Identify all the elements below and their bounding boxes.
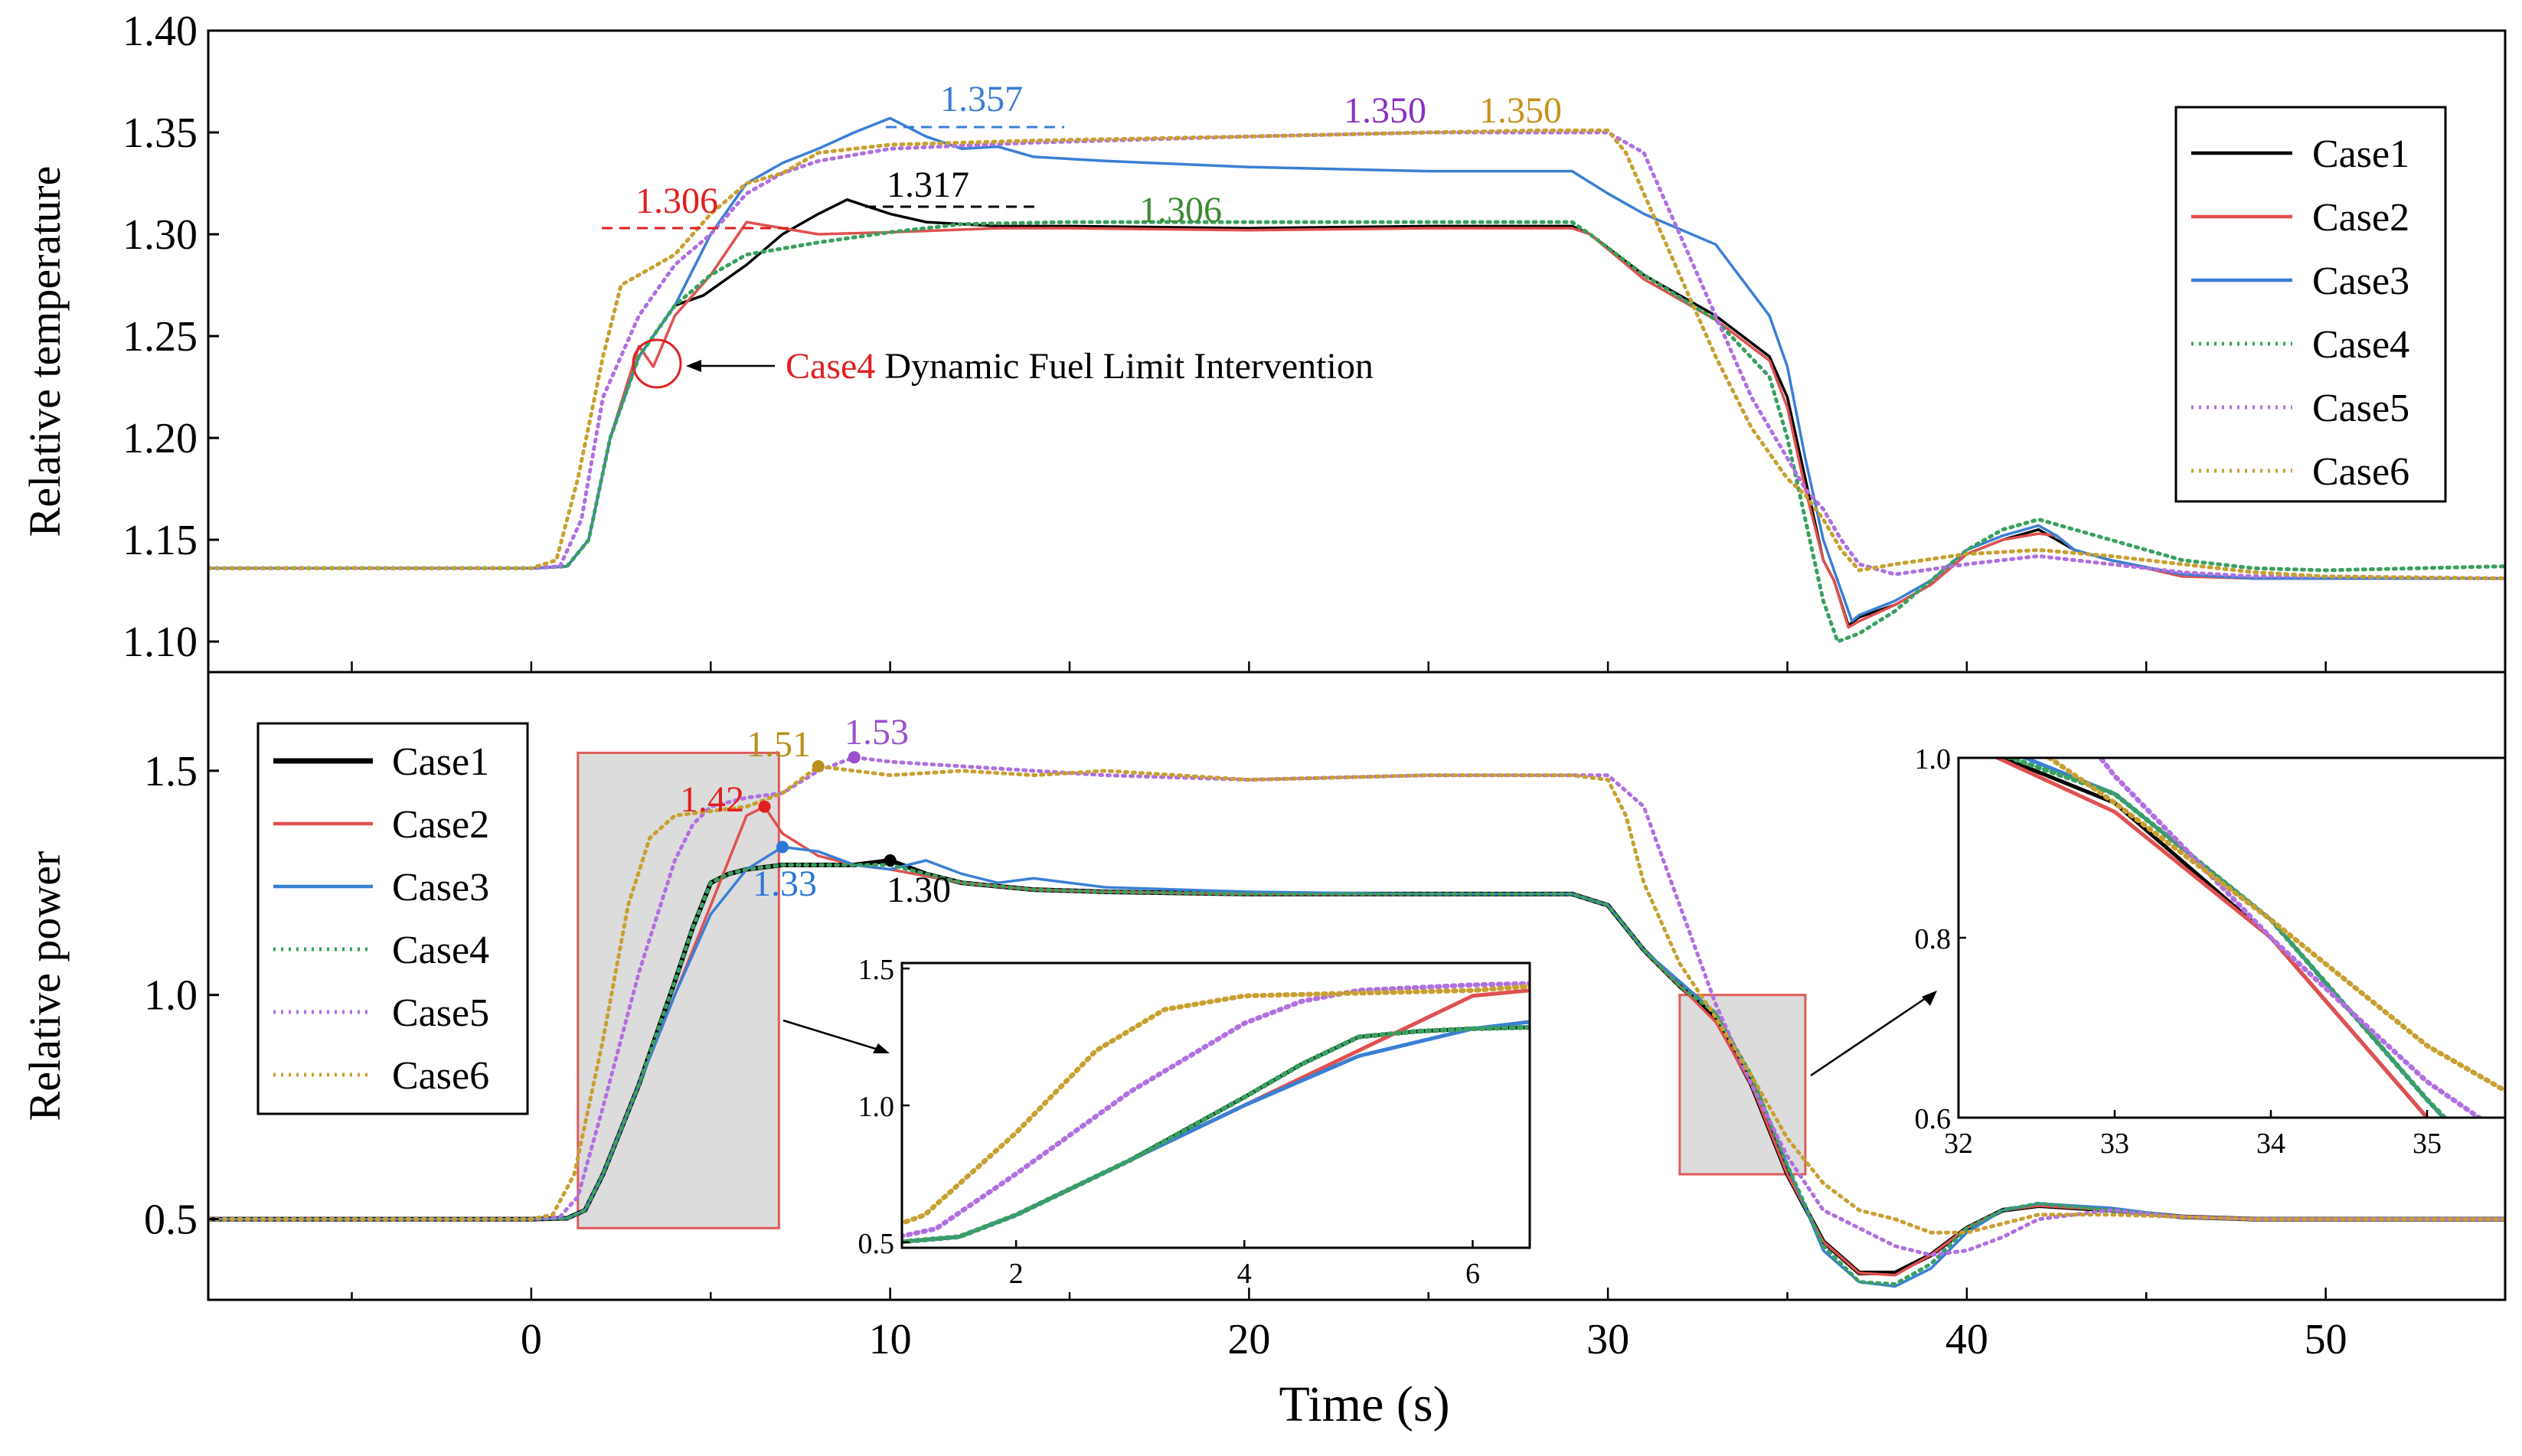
power-peak-label-case6: 1.51 [746,724,811,765]
inset1-xtick-label: 6 [1465,1258,1480,1290]
temperature-panel: 1.10 1.15 1.20 1.25 1.30 1.35 1.40 Relative te… [20,8,2507,674]
time-xtick-label: 30 [1586,1316,1629,1363]
temp-ytick-label: 1.25 [123,313,198,361]
inset2-connector [1810,995,1929,1077]
temp-legend-label-case2: Case2 [2312,196,2409,240]
case2-peak-label: 1.306 [635,181,718,221]
power-peak-dot-case1 [884,854,897,867]
inset1-case4-line [902,1024,1530,1245]
power-case5-line [208,755,2505,1257]
power-case6-line [208,764,2505,1235]
power-peak-markers: 1.51 1.53 1.42 1.33 1.30 [680,712,951,910]
inset1-ytick-label: 0.5 [858,1228,895,1260]
temp-case4-line [208,220,2505,644]
temp-ytick-label: 1.10 [123,619,198,666]
power-panel: 0.5 1.0 1.5 0 10 20 30 40 50 Relative power Tim… [20,671,2507,1432]
time-xtick-label: 20 [1227,1316,1270,1363]
time-xtick-label: 50 [2305,1316,2347,1363]
power-legend-label-case2: Case2 [392,803,489,847]
inset1-case3-line [902,1020,1530,1244]
callout-label: Case4 Dynamic Fuel Limit Intervention [786,346,1374,387]
inset2-bg [1958,758,2505,1118]
power-peak-dot-case5 [848,751,861,764]
power-legend-label-case3: Case3 [392,866,489,909]
temp-ytick-label: 1.20 [123,415,198,462]
inset2-xtick-label: 35 [2413,1128,2442,1160]
power-series-group [208,755,2505,1288]
temperature-y-axis: 1.10 1.15 1.20 1.25 1.30 1.35 1.40 [123,8,2327,672]
callout-arrow-head [686,360,701,372]
time-xtick-label: 10 [869,1316,912,1363]
inset2-xtick-label: 32 [1944,1128,1973,1160]
temp-case1-line [208,198,2505,627]
inset1-ytick-label: 1.5 [858,954,895,986]
power-ylabel: Relative power [20,851,70,1121]
temp-legend-label-case6: Case6 [2312,450,2409,494]
inset-fall-zoom: 0.6 0.8 1.0 32 33 34 35 [1915,743,2507,1160]
time-xtick-label: 40 [1945,1316,1988,1363]
inset-rise-zoom: 0.5 1.0 1.5 2 4 6 [858,954,1531,1290]
time-xtick-label: 0 [521,1316,542,1363]
temperature-ylabel: Relative temperature [20,166,70,537]
case6-peak-label: 1.350 [1479,90,1562,131]
power-legend: Case1 Case2 Case3 Case4 Case5 Case6 [256,722,529,1115]
temp-ytick-label: 1.40 [123,8,198,55]
inset2-xtick-label: 33 [2100,1128,2129,1160]
temp-case6-line [208,128,2505,581]
power-ytick-label: 1.5 [144,748,198,795]
case5-peak-label: 1.350 [1344,90,1426,131]
time-x-axis: 0 10 20 30 40 50 [351,1288,2347,1363]
inset2-ytick-label: 1.0 [1915,743,1952,775]
inset2-ytick-label: 0.6 [1915,1103,1952,1135]
power-legend-box [256,722,529,1115]
temp-legend-label-case4: Case4 [2312,323,2409,367]
power-peak-label-case1: 1.30 [887,870,951,910]
inset1-bg [902,963,1530,1248]
inset1-case5-line [902,981,1530,1239]
power-peak-label-case5: 1.53 [844,712,909,752]
callout-text: Dynamic Fuel Limit Intervention [884,346,1374,387]
power-y-axis: 0.5 1.0 1.5 [144,748,219,1244]
power-legend-label-case1: Case1 [392,740,489,784]
inset2-ytick-label: 0.8 [1915,923,1952,955]
inset2-xtick-label: 34 [2256,1128,2285,1160]
inset1-connector-head [873,1043,890,1053]
temp-legend-label-case3: Case3 [2312,260,2409,303]
power-peak-dot-case2 [758,800,771,813]
temp-ytick-label: 1.15 [123,517,198,564]
power-ytick-label: 1.0 [144,972,198,1020]
temp-ytick-label: 1.30 [123,211,198,259]
case4-peak-label: 1.306 [1139,190,1222,230]
fuel-limit-circle [632,338,682,389]
power-legend-label-case5: Case5 [392,991,489,1035]
inset1-case6-line [902,984,1530,1226]
inset1-ytick-label: 1.0 [858,1091,895,1123]
power-peak-dot-case3 [776,841,789,854]
inset1-connector [782,1019,881,1052]
temp-legend-box [2174,106,2447,503]
inset2-connector-head [1922,991,1937,1006]
temperature-legend: Case1 Case2 Case3 Case4 Case5 Case6 [2174,106,2447,503]
time-xlabel: Time (s) [1279,1376,1449,1432]
power-legend-label-case4: Case4 [392,929,489,972]
inset1-xtick-label: 2 [1009,1258,1024,1290]
power-ytick-label: 0.5 [144,1196,198,1244]
temp-ytick-label: 1.35 [123,109,198,157]
power-peak-dot-case6 [812,760,825,772]
zoom-region-2 [1678,994,1807,1176]
temp-legend-label-case5: Case5 [2312,387,2409,430]
case1-peak-label: 1.317 [887,165,969,205]
power-peak-label-case2: 1.42 [680,779,744,820]
temp-legend-label-case1: Case1 [2312,132,2409,176]
callout-case: Case4 [786,346,875,387]
power-legend-label-case6: Case6 [392,1054,489,1098]
case3-peak-label: 1.357 [940,79,1023,119]
inset1-xtick-label: 4 [1237,1258,1252,1290]
temp-case5-line [208,130,2505,581]
power-peak-label-case3: 1.33 [753,863,817,904]
